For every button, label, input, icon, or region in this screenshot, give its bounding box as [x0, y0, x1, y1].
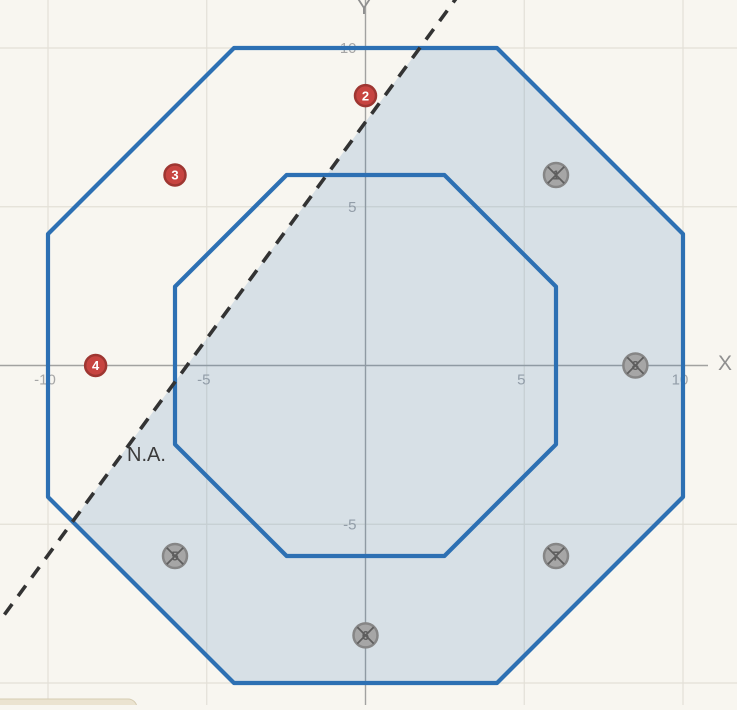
point-number: 2 — [362, 88, 369, 103]
dashed-line-segment — [0, 0, 458, 624]
shaded-region — [72, 48, 683, 683]
points-layer: 1 2 3 4 5 6 7 8 — [83, 83, 649, 649]
dashed-line — [0, 0, 458, 624]
point-2[interactable]: 2 — [353, 83, 378, 108]
cross-out-icon — [166, 547, 184, 565]
y-tick-label: 5 — [348, 199, 356, 216]
cross-out-icon — [356, 626, 375, 645]
inner-octagon — [172, 172, 559, 559]
point-5: 5 — [161, 542, 189, 570]
point-number: 3 — [171, 168, 178, 183]
point-3[interactable]: 3 — [163, 163, 187, 187]
cross-out-icon — [626, 356, 645, 375]
point-6: 6 — [352, 622, 379, 649]
octagons — [45, 45, 686, 686]
cross-out-icon — [547, 166, 565, 184]
point-number: 4 — [92, 358, 100, 373]
y-axis-label: Y — [357, 0, 371, 19]
tick-labels: -10-5510105-5 — [34, 40, 688, 533]
x-axis-label: X — [718, 352, 732, 375]
x-tick-label: -10 — [34, 372, 56, 389]
point-marker — [353, 83, 378, 108]
shaded-region-polygon — [72, 48, 683, 683]
x-tick-label: -5 — [197, 372, 210, 389]
axes — [0, 0, 708, 705]
na-annotation: N.A. — [127, 444, 166, 466]
point-marker — [163, 163, 187, 187]
point-4[interactable]: 4 — [83, 353, 108, 378]
point-1: 1 — [542, 161, 570, 189]
point-marker — [83, 353, 108, 378]
point-8: 8 — [622, 352, 649, 379]
point-7: 7 — [542, 542, 570, 570]
outer-octagon — [45, 45, 686, 686]
cross-out-icon — [547, 547, 565, 565]
bottom-left-widget[interactable] — [0, 698, 138, 710]
x-tick-label: 5 — [517, 372, 525, 389]
y-tick-label: -5 — [343, 516, 356, 533]
